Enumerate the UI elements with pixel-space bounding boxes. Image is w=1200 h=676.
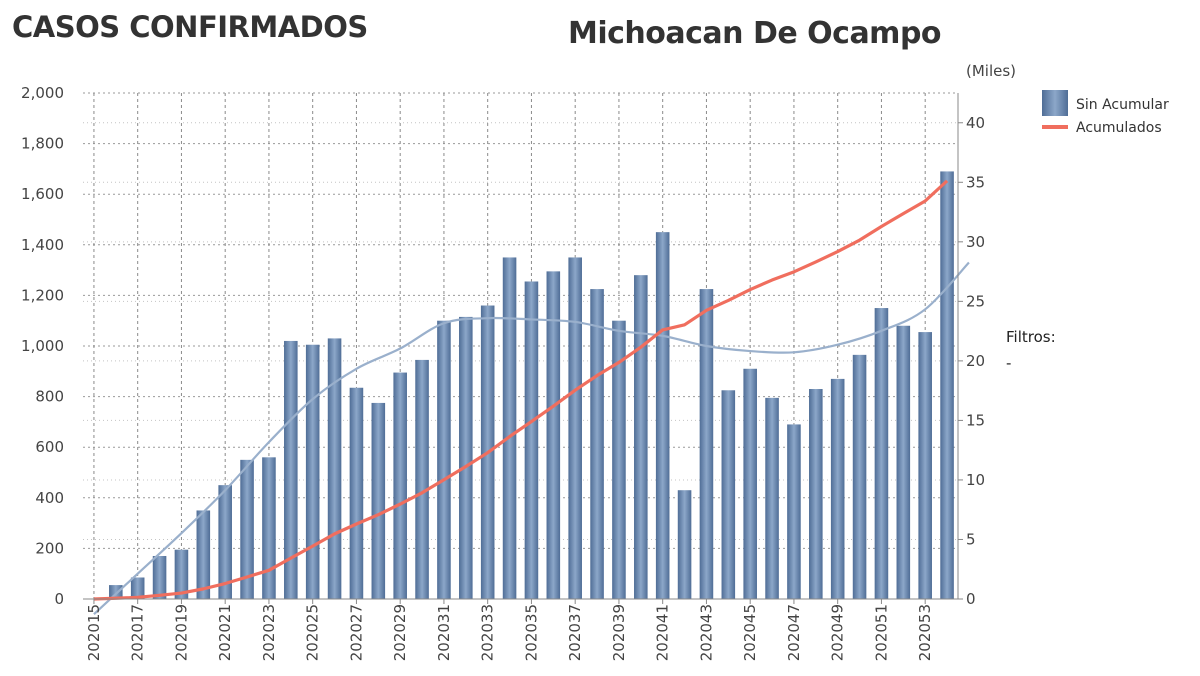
bar-sin-acumular [152,555,167,599]
y-left-tick-label: 1,200 [21,286,64,304]
x-tick-label: 202021 [216,604,234,661]
bar-sin-acumular [305,344,320,599]
line-acumulados [93,179,949,601]
y-left-tick-label: 200 [35,539,64,557]
x-tick-label: 202017 [129,604,147,661]
bar-sin-acumular [809,389,823,599]
x-tick-label: 202027 [347,604,365,661]
legend: Sin Acumular Acumulados [1042,90,1169,136]
legend-label-sin-acumular[interactable]: Sin Acumular [1076,97,1169,113]
y-right-tick-label: 25 [966,292,985,310]
x-tick-label: 202029 [391,604,409,661]
bar-sin-acumular [612,320,626,599]
y-right-tick-label: 30 [966,233,985,251]
bar-sin-acumular [918,332,932,599]
bar-sin-acumular [655,232,670,599]
bar-sin-acumular [240,459,254,599]
y-left-tick-label: 400 [35,489,64,507]
y-left-tick-label: 600 [35,438,64,456]
trend-line [93,261,970,615]
bar-sin-acumular [874,308,889,599]
bars [109,171,954,599]
bar-sin-acumular [787,424,801,599]
bar-sin-acumular [130,577,145,599]
x-tick-label: 202031 [435,604,453,661]
x-tick-label: 202047 [785,604,803,661]
bar-sin-acumular [393,372,407,599]
chart-title: CASOS CONFIRMADOS [12,10,368,44]
y-left-tick-label: 1,400 [21,236,64,254]
y-right-tick-label: 15 [966,411,985,429]
bar-sin-acumular [830,378,845,599]
x-tick-label: 202025 [304,604,322,661]
bar-sin-acumular [546,271,561,599]
x-tick-label: 202019 [172,604,190,661]
bar-sin-acumular [174,549,189,599]
filters-value: - [1006,354,1012,372]
y-right-tick-label: 10 [966,471,985,489]
y-left-tick-label: 0 [54,590,64,608]
y-left-tick-label: 1,800 [21,135,64,153]
bar-sin-acumular [262,457,276,599]
y-right-axis-label: (Miles) [966,62,1016,80]
bar-sin-acumular [437,320,451,599]
bar-sin-acumular [524,281,539,599]
y-right-tick-label: 35 [966,173,985,191]
bar-sin-acumular [568,257,582,599]
grid [83,92,958,600]
bar-sin-acumular [590,289,604,599]
bar-sin-acumular [852,354,867,599]
bar-sin-acumular [677,490,692,599]
bar-sin-acumular [284,340,298,599]
region-title: Michoacan De Ocampo [568,16,942,51]
bar-sin-acumular [327,338,342,599]
bar-sin-acumular [109,585,123,599]
bar-sin-acumular [721,390,736,599]
axes: 2,0001,8001,6001,4001,2001,0008006004002… [21,62,1016,661]
legend-swatch-sin-acumular [1042,90,1068,116]
bar-sin-acumular [196,510,211,599]
bar-sin-acumular [218,485,232,599]
y-left-tick-label: 800 [35,388,64,406]
bar-sin-acumular [896,325,911,599]
bar-sin-acumular [940,171,954,599]
bar-sin-acumular [371,402,386,599]
y-left-tick-label: 2,000 [21,84,64,102]
x-tick-label: 202045 [741,604,759,661]
y-right-tick-label: 0 [966,590,976,608]
x-tick-label: 202051 [872,604,890,661]
x-tick-label: 202033 [479,604,497,661]
bar-sin-acumular [502,257,517,599]
x-tick-label: 202037 [566,604,584,661]
bar-sin-acumular [349,387,364,599]
bar-sin-acumular [634,275,648,599]
y-left-tick-label: 1,000 [21,337,64,355]
bar-sin-acumular [743,368,757,599]
x-tick-label: 202053 [916,604,934,661]
x-tick-label: 202035 [522,604,540,661]
x-tick-label: 202041 [654,604,672,661]
filters-label: Filtros: [1006,328,1056,346]
bar-sin-acumular [459,316,473,599]
y-left-tick-label: 1,600 [21,185,64,203]
y-right-tick-label: 20 [966,352,985,370]
y-right-tick-label: 5 [966,530,976,548]
bar-sin-acumular [699,289,714,599]
x-tick-label: 202049 [829,604,847,661]
lines [93,179,970,615]
y-right-tick-label: 40 [966,114,985,132]
bar-sin-acumular [415,359,429,599]
x-tick-label: 202015 [85,604,103,661]
bar-sin-acumular [765,397,779,599]
x-tick-label: 202039 [610,604,628,661]
legend-label-acumulados[interactable]: Acumulados [1076,120,1162,136]
x-tick-label: 202043 [697,604,715,661]
x-tick-label: 202023 [260,604,278,661]
